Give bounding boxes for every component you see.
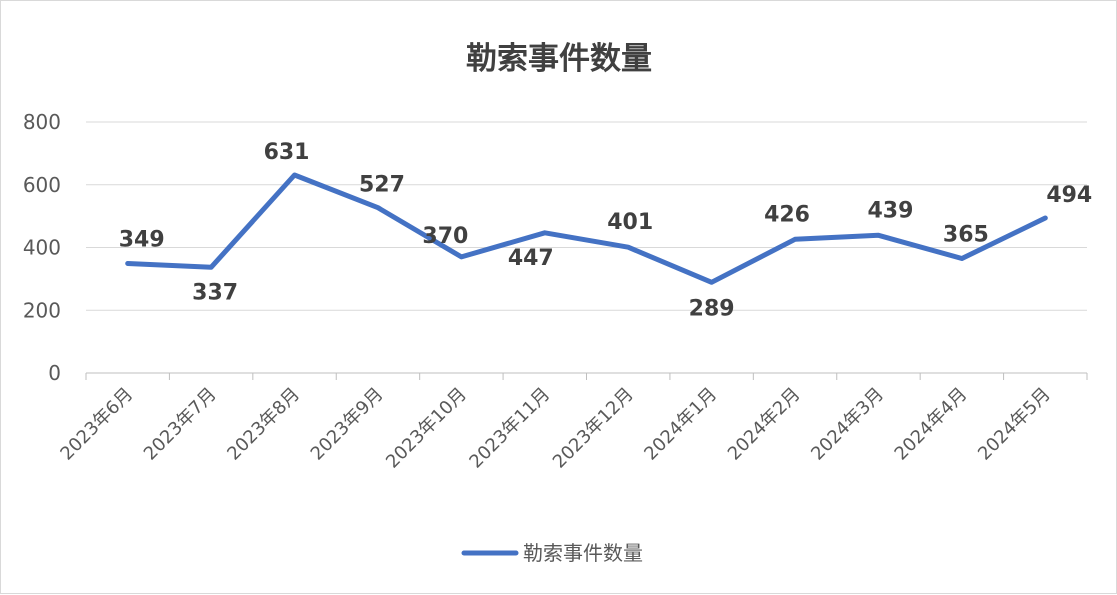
x-tick-label: 2023年10月 — [382, 384, 471, 473]
data-label: 401 — [607, 210, 653, 235]
y-axis-ticks: 0 200 400 600 800 — [23, 110, 61, 385]
data-label: 365 — [943, 222, 989, 247]
data-label: 289 — [689, 296, 735, 321]
x-tick-label: 2024年3月 — [807, 384, 888, 465]
series-group — [125, 172, 1048, 285]
series-line — [125, 172, 1048, 285]
data-label: 349 — [119, 228, 165, 253]
y-tick-label: 0 — [48, 361, 61, 385]
x-tick-label: 2024年1月 — [640, 384, 721, 465]
data-label: 631 — [264, 140, 310, 165]
legend: 勒索事件数量 — [461, 541, 643, 565]
x-tick-label: 2023年6月 — [56, 384, 137, 465]
x-tick-label: 2023年12月 — [549, 384, 638, 473]
data-label: 337 — [192, 280, 238, 305]
x-axis: 2023年6月 2023年7月 2023年8月 2023年9月2023年10月2023… — [56, 372, 1088, 473]
y-tick-label: 200 — [23, 298, 61, 322]
legend-label: 勒索事件数量 — [523, 541, 643, 565]
y-tick-label: 600 — [23, 173, 61, 197]
data-label: 426 — [764, 202, 810, 227]
data-label: 439 — [867, 198, 913, 223]
x-tick-label: 2023年7月 — [140, 384, 221, 465]
data-label: 447 — [508, 246, 554, 271]
data-label: 370 — [422, 224, 468, 249]
x-tick-label: 2023年8月 — [223, 384, 304, 465]
data-label: 494 — [1046, 183, 1092, 208]
x-tick-label: 2024年4月 — [891, 384, 972, 465]
data-label: 527 — [359, 173, 405, 198]
y-tick-label: 800 — [23, 110, 61, 134]
chart-title: 勒索事件数量 — [466, 41, 652, 77]
y-tick-label: 400 — [23, 236, 61, 260]
x-tick-label: 2024年2月 — [724, 384, 805, 465]
x-tick-label: 2024年5月 — [974, 384, 1055, 465]
data-labels: 349 337 631 527 370 447 401 289 426 439 365 494 — [119, 140, 1093, 321]
x-tick-label: 2023年11月 — [465, 384, 554, 473]
x-tick-label: 2023年9月 — [307, 384, 388, 465]
